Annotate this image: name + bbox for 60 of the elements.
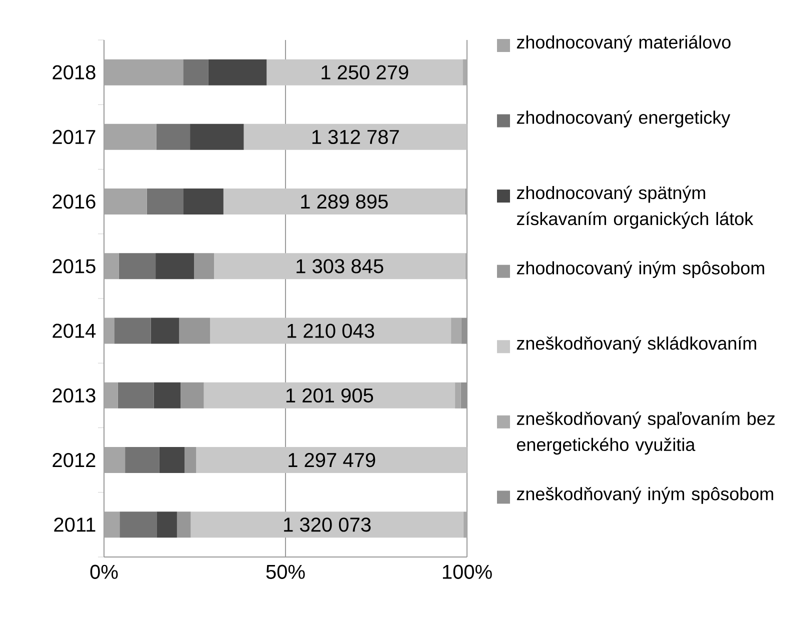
annotation: 1 320 073	[284, 518, 371, 532]
legend-label: zhodnocovaný materiálovo	[516, 35, 731, 52]
bar	[451, 318, 462, 344]
annotation: 1 312 787	[312, 130, 399, 144]
bar	[464, 188, 468, 215]
bar	[156, 253, 194, 280]
bar	[210, 318, 452, 344]
x-tick-label: 0%	[90, 564, 118, 579]
annotation: 1 289 895	[301, 194, 388, 209]
bar	[176, 512, 191, 538]
bar	[463, 512, 468, 538]
annotation: 1 297 479	[288, 452, 376, 468]
y-tick-label: 2018	[52, 65, 96, 80]
legend-label: zneškodňovaný iným spôsobom	[516, 486, 774, 504]
legend-label: zhodnocovaný iným spôsobom	[516, 261, 764, 278]
bar	[223, 188, 465, 215]
annotation: 1 250 279	[322, 65, 408, 80]
bar	[244, 124, 468, 150]
bar	[118, 382, 154, 408]
annotation: 1 201 905	[286, 388, 374, 403]
bar	[179, 318, 210, 344]
bar	[214, 253, 466, 280]
legend-label: zhodnocovaný energeticky	[516, 110, 730, 128]
bar	[455, 382, 461, 408]
bar	[150, 318, 180, 344]
legend-label: zhodnocovaný spätným získavaním organických látok	[516, 186, 754, 229]
bar	[156, 512, 177, 538]
bar	[125, 447, 160, 474]
y-tick-label: 2015	[52, 259, 96, 274]
bar	[184, 447, 196, 474]
bar	[194, 253, 214, 280]
legend-label: zneškodňovaný spaľovaním bez energetického využitia	[516, 412, 775, 455]
bar	[266, 59, 463, 86]
y-tick-label: 2016	[52, 194, 96, 209]
bar	[154, 382, 181, 408]
bar	[183, 59, 208, 86]
legend-label: zneškodňovaný skládkovaním	[516, 336, 756, 354]
bar	[180, 382, 204, 408]
bar	[190, 512, 464, 538]
bar	[156, 124, 190, 150]
bar	[120, 512, 157, 538]
bar	[196, 447, 468, 474]
y-tick-label: 2012	[52, 452, 96, 468]
bar	[184, 188, 224, 215]
bar	[462, 59, 468, 86]
annotation: 1 210 043	[288, 324, 374, 338]
y-tick-label: 2013	[52, 388, 96, 403]
y-tick-label: 2014	[52, 324, 96, 338]
bar	[159, 447, 185, 474]
bar	[146, 188, 184, 215]
y-tick-label: 2017	[52, 130, 96, 144]
bar	[208, 59, 267, 86]
bar	[118, 253, 156, 280]
x-tick-label: 50%	[266, 564, 305, 579]
x-tick-label: 100%	[442, 564, 492, 579]
bar	[204, 382, 456, 408]
bar	[190, 124, 244, 150]
y-tick-label: 2011	[54, 518, 96, 532]
bar	[114, 318, 151, 344]
annotation: 1 303 845	[296, 259, 384, 274]
